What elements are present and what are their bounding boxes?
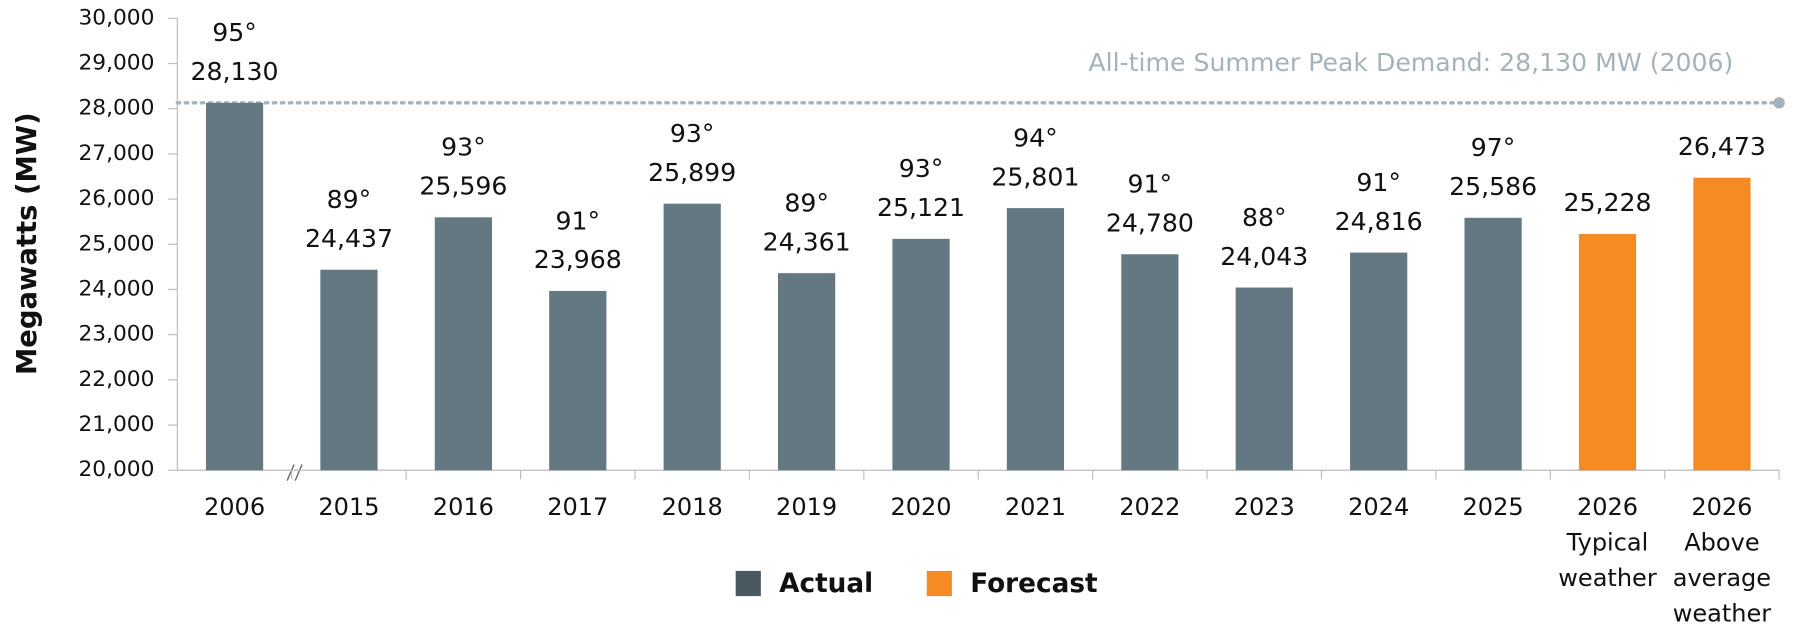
x-tick-label: Above [1684, 528, 1759, 556]
x-tick-label: 2023 [1234, 493, 1295, 521]
value-label: 26,473 [1678, 132, 1766, 161]
x-tick-label: 2021 [1005, 493, 1066, 521]
bar [549, 290, 607, 471]
value-label: 24,780 [1106, 208, 1194, 237]
reference-label: All-time Summer Peak Demand: 28,130 MW (… [1088, 48, 1733, 77]
legend-swatch [735, 570, 761, 597]
axis-break [286, 464, 295, 481]
x-tick-label: 2022 [1119, 493, 1180, 521]
temperature-label: 91° [555, 206, 600, 235]
value-label: 28,130 [191, 57, 279, 86]
bar [1693, 177, 1751, 471]
y-axis-label: Megawatts (MW) [12, 112, 43, 375]
temperature-label: 89° [784, 189, 829, 218]
y-tick-label: 20,000 [78, 457, 154, 482]
x-tick-label: 2018 [662, 493, 723, 521]
value-label: 24,437 [305, 224, 393, 253]
x-tick-label: 2006 [204, 493, 265, 521]
bar [1235, 287, 1293, 471]
bar [1006, 208, 1065, 471]
bar [1121, 254, 1179, 471]
x-tick-label: 2019 [776, 493, 837, 521]
temperature-label: 94° [1013, 123, 1058, 152]
y-tick-label: 23,000 [78, 322, 154, 347]
bar [320, 269, 378, 471]
y-tick-label: 24,000 [78, 276, 154, 301]
y-tick-label: 21,000 [78, 412, 154, 437]
temperature-label: 97° [1471, 133, 1516, 162]
value-label: 23,968 [534, 245, 622, 274]
x-tick-label: 2025 [1463, 493, 1524, 521]
value-label: 24,043 [1220, 242, 1308, 271]
temperature-label: 93° [670, 119, 715, 148]
value-label: 25,586 [1449, 172, 1537, 201]
bar [205, 102, 264, 471]
temperature-label: 93° [899, 154, 944, 183]
temperature-label: 93° [441, 133, 486, 162]
bar [1464, 217, 1522, 471]
bar [663, 203, 721, 471]
value-label: 24,361 [763, 227, 851, 256]
value-label: 25,228 [1563, 188, 1651, 217]
temperature-label: 89° [327, 185, 372, 214]
temperature-label: 88° [1242, 203, 1287, 232]
y-tick-label: 26,000 [78, 186, 154, 211]
bar [1578, 233, 1637, 471]
bar [778, 273, 836, 471]
temperature-label: 95° [212, 18, 257, 47]
x-tick-label: weather [1558, 564, 1657, 592]
axis-break [294, 464, 303, 481]
x-tick-label: average [1673, 564, 1771, 592]
y-tick-label: 25,000 [78, 231, 154, 256]
temperature-label: 91° [1356, 168, 1401, 197]
legend-label: Actual [779, 569, 873, 599]
value-label: 24,816 [1335, 207, 1423, 236]
x-tick-label: 2024 [1348, 493, 1409, 521]
y-tick-label: 29,000 [78, 51, 154, 76]
legend-label: Forecast [970, 569, 1097, 599]
value-label: 25,801 [991, 162, 1079, 191]
x-tick-label: 2017 [547, 493, 608, 521]
value-label: 25,899 [648, 158, 736, 187]
x-tick-label: weather [1673, 599, 1772, 627]
legend-swatch [926, 570, 952, 597]
x-tick-label: Typical [1566, 528, 1649, 556]
bar [1350, 252, 1408, 471]
y-tick-label: 28,000 [78, 96, 154, 121]
temperature-label: 91° [1128, 170, 1173, 199]
bar [434, 217, 492, 471]
x-tick-label: 2026 [1577, 493, 1638, 521]
x-tick-label: 2026 [1691, 493, 1752, 521]
x-tick-label: 2016 [433, 493, 494, 521]
x-tick-label: 2015 [318, 493, 379, 521]
value-label: 25,121 [877, 193, 965, 222]
y-tick-label: 22,000 [78, 367, 154, 392]
reference-end [1773, 97, 1785, 109]
y-tick-label: 30,000 [78, 5, 154, 30]
value-label: 25,596 [419, 172, 507, 201]
x-tick-label: 2020 [890, 493, 951, 521]
bar [892, 238, 950, 471]
y-tick-label: 27,000 [78, 141, 154, 166]
